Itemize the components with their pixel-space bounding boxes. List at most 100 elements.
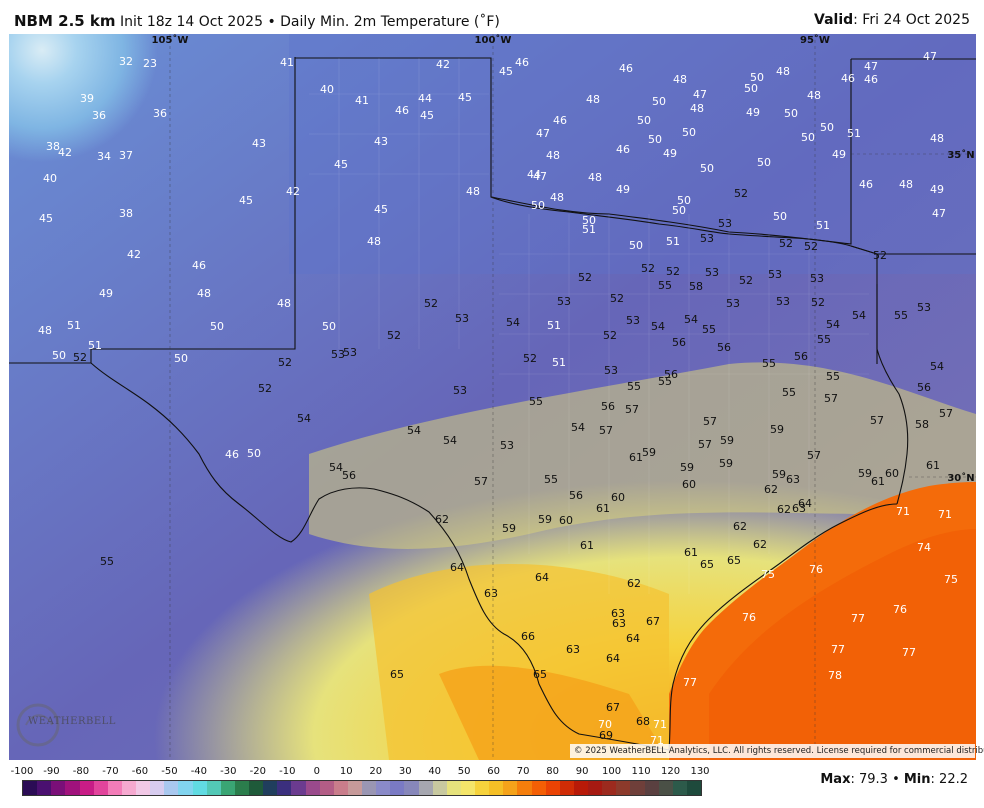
legend-tick: 50 xyxy=(457,766,471,777)
legend-swatch xyxy=(489,781,504,795)
legend-swatch xyxy=(432,781,447,795)
temperature-value: 50 xyxy=(174,352,188,365)
temperature-value: 46 xyxy=(515,56,529,69)
weatherbell-logo xyxy=(16,703,60,747)
temperature-value: 53 xyxy=(776,295,790,308)
temperature-value: 52 xyxy=(811,296,825,309)
legend-tick: 80 xyxy=(546,766,559,777)
valid-date: : Fri 24 Oct 2025 xyxy=(853,12,970,28)
legend-tick: -10 xyxy=(279,766,296,777)
temperature-value: 63 xyxy=(611,607,625,620)
oklahoma-panhandle-border xyxy=(295,57,852,245)
temperature-value: 49 xyxy=(99,287,113,300)
legend-swatch xyxy=(644,781,659,795)
legend-swatch xyxy=(277,781,292,795)
temperature-value: 52 xyxy=(523,352,537,365)
temperature-value: 59 xyxy=(858,467,872,480)
temperature-value: 59 xyxy=(770,423,784,436)
temperature-value: 53 xyxy=(810,272,824,285)
temperature-value: 55 xyxy=(817,333,831,346)
temperature-value: 56 xyxy=(672,336,686,349)
temperature-value: 57 xyxy=(807,449,821,462)
temperature-value: 61 xyxy=(596,502,610,515)
temperature-value: 61 xyxy=(580,539,594,552)
temperature-value: 41 xyxy=(355,94,369,107)
legend-swatch xyxy=(347,781,362,795)
temperature-value: 46 xyxy=(225,448,239,461)
temperature-value: 36 xyxy=(153,107,167,120)
temperature-value: 52 xyxy=(641,262,655,275)
temperature-value: 59 xyxy=(538,513,552,526)
temperature-value: 46 xyxy=(553,114,567,127)
temperature-value: 47 xyxy=(693,88,707,101)
temperature-value: 56 xyxy=(569,489,583,502)
temperature-value: 53 xyxy=(500,439,514,452)
legend-tick: -90 xyxy=(43,766,60,777)
temperature-value: 55 xyxy=(627,380,641,393)
temperature-value: 49 xyxy=(616,183,630,196)
legend-swatch xyxy=(206,781,221,795)
temperature-value: 66 xyxy=(521,630,535,643)
temperature-value: 60 xyxy=(611,491,625,504)
temperature-value: 52 xyxy=(804,240,818,253)
rockies-cold-zone xyxy=(9,34,339,354)
legend-swatch xyxy=(376,781,391,795)
temperature-value: 62 xyxy=(733,520,747,533)
legend-swatch xyxy=(573,781,588,795)
temperature-value: 48 xyxy=(550,191,564,204)
temperature-value: 52 xyxy=(73,351,87,364)
temperature-value: 53 xyxy=(604,364,618,377)
temperature-value: 52 xyxy=(424,297,438,310)
longitude-label: 100˚W xyxy=(475,34,512,46)
temperature-value: 49 xyxy=(746,106,760,119)
temperature-value: 50 xyxy=(210,320,224,333)
temperature-value: 46 xyxy=(864,73,878,86)
legend-tick: 60 xyxy=(487,766,501,777)
temperature-value: 67 xyxy=(606,701,620,714)
temperature-value: 47 xyxy=(923,50,937,63)
temperature-value: 52 xyxy=(603,329,617,342)
temperature-value: 63 xyxy=(566,643,580,656)
temperature-value: 55 xyxy=(762,357,776,370)
temperature-value: 60 xyxy=(559,514,573,527)
legend-swatch xyxy=(333,781,348,795)
legend-swatch xyxy=(121,781,136,795)
legend-swatch xyxy=(319,781,334,795)
temperature-value: 38 xyxy=(119,207,133,220)
temperature-value: 71 xyxy=(653,718,667,731)
legend-swatch xyxy=(616,781,631,795)
legend-swatch xyxy=(559,781,574,795)
legend-swatch xyxy=(93,781,108,795)
temperature-value: 77 xyxy=(683,676,697,689)
temperature-value: 68 xyxy=(636,715,650,728)
temperature-value: 48 xyxy=(930,132,944,145)
temperature-value: 53 xyxy=(917,301,931,314)
legend-tick: 100 xyxy=(602,766,622,777)
texas-oklahoma-red-river xyxy=(490,196,878,364)
temperature-value: 64 xyxy=(606,652,620,665)
legend-swatch xyxy=(220,781,235,795)
legend-swatch xyxy=(460,781,475,795)
temperature-value: 53 xyxy=(726,297,740,310)
temperature-value: 49 xyxy=(930,183,944,196)
temperature-value: 52 xyxy=(734,187,748,200)
legend-tick: 70 xyxy=(516,766,530,777)
legend-swatch xyxy=(531,781,546,795)
temperature-value: 54 xyxy=(297,412,311,425)
temperature-value: 53 xyxy=(331,348,345,361)
legend-tick: 110 xyxy=(631,766,651,777)
temperature-value: 61 xyxy=(629,451,643,464)
temperature-value: 52 xyxy=(387,329,401,342)
min-value: : 22.2 xyxy=(930,772,968,787)
legend-tick: -20 xyxy=(249,766,266,777)
color-legend: -100 -90 -80 -70 -60 -50 -40 -30 -20 -10 0 10 20 30 40… xyxy=(0,764,984,808)
temperature-value: 62 xyxy=(764,483,778,496)
temperature-value: 56 xyxy=(342,469,356,482)
legend-tick: 120 xyxy=(660,766,681,777)
temperature-value: 62 xyxy=(627,577,641,590)
temperature-value: 46 xyxy=(841,72,855,85)
temperature-value: 63 xyxy=(786,473,800,486)
temperature-value: 58 xyxy=(689,280,703,293)
temperature-value: 65 xyxy=(533,668,547,681)
temperature-value: 42 xyxy=(127,248,141,261)
